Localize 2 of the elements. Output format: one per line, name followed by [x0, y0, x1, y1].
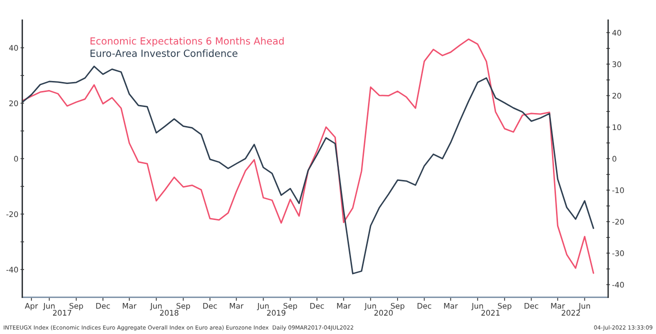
series-label: Euro-Area Investor Confidence	[90, 49, 238, 57]
text: Economic Expectations 6 Months Ahead	[90, 37, 284, 47]
